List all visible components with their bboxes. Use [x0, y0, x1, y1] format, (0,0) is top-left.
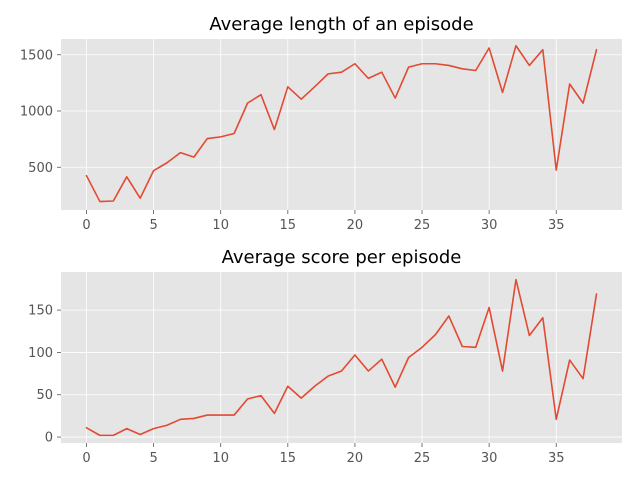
x-tick-label: 25 [414, 451, 431, 466]
x-tick-label: 25 [414, 218, 431, 233]
y-tick-label: 1000 [20, 105, 53, 120]
x-tick-label: 15 [280, 451, 297, 466]
chart-title: Average score per episode [222, 247, 462, 268]
x-tick-label: 35 [548, 218, 565, 233]
chart-panel-1: 0 5 10 15 20 25 30 35 500 1000 1500 Average length … [20, 14, 622, 233]
x-tick-label: 5 [149, 451, 157, 466]
x-tick-label: 10 [212, 451, 229, 466]
y-tick-label: 0 [45, 431, 53, 446]
y-tick-label: 150 [28, 304, 53, 319]
x-tick-label: 30 [481, 451, 498, 466]
plot-area [61, 272, 622, 443]
x-tick-label: 0 [82, 218, 90, 233]
plot-area [61, 39, 622, 210]
y-tick-label: 100 [28, 346, 53, 361]
x-tick-label: 10 [212, 218, 229, 233]
x-tick-label: 35 [548, 451, 565, 466]
y-tick-label: 1500 [20, 48, 53, 63]
x-tick-label: 20 [347, 218, 364, 233]
x-tick-label: 15 [280, 218, 297, 233]
x-tick-label: 0 [82, 451, 90, 466]
x-tick-label: 5 [149, 218, 157, 233]
y-tick-label: 500 [28, 161, 53, 176]
y-tick-label: 50 [36, 388, 53, 403]
x-tick-label: 20 [347, 451, 364, 466]
chart-panel-2: 0 5 10 15 20 25 30 35 0 50 100 150 Average score per… [28, 247, 622, 466]
x-tick-label: 30 [481, 218, 498, 233]
chart-title: Average length of an episode [209, 14, 473, 35]
